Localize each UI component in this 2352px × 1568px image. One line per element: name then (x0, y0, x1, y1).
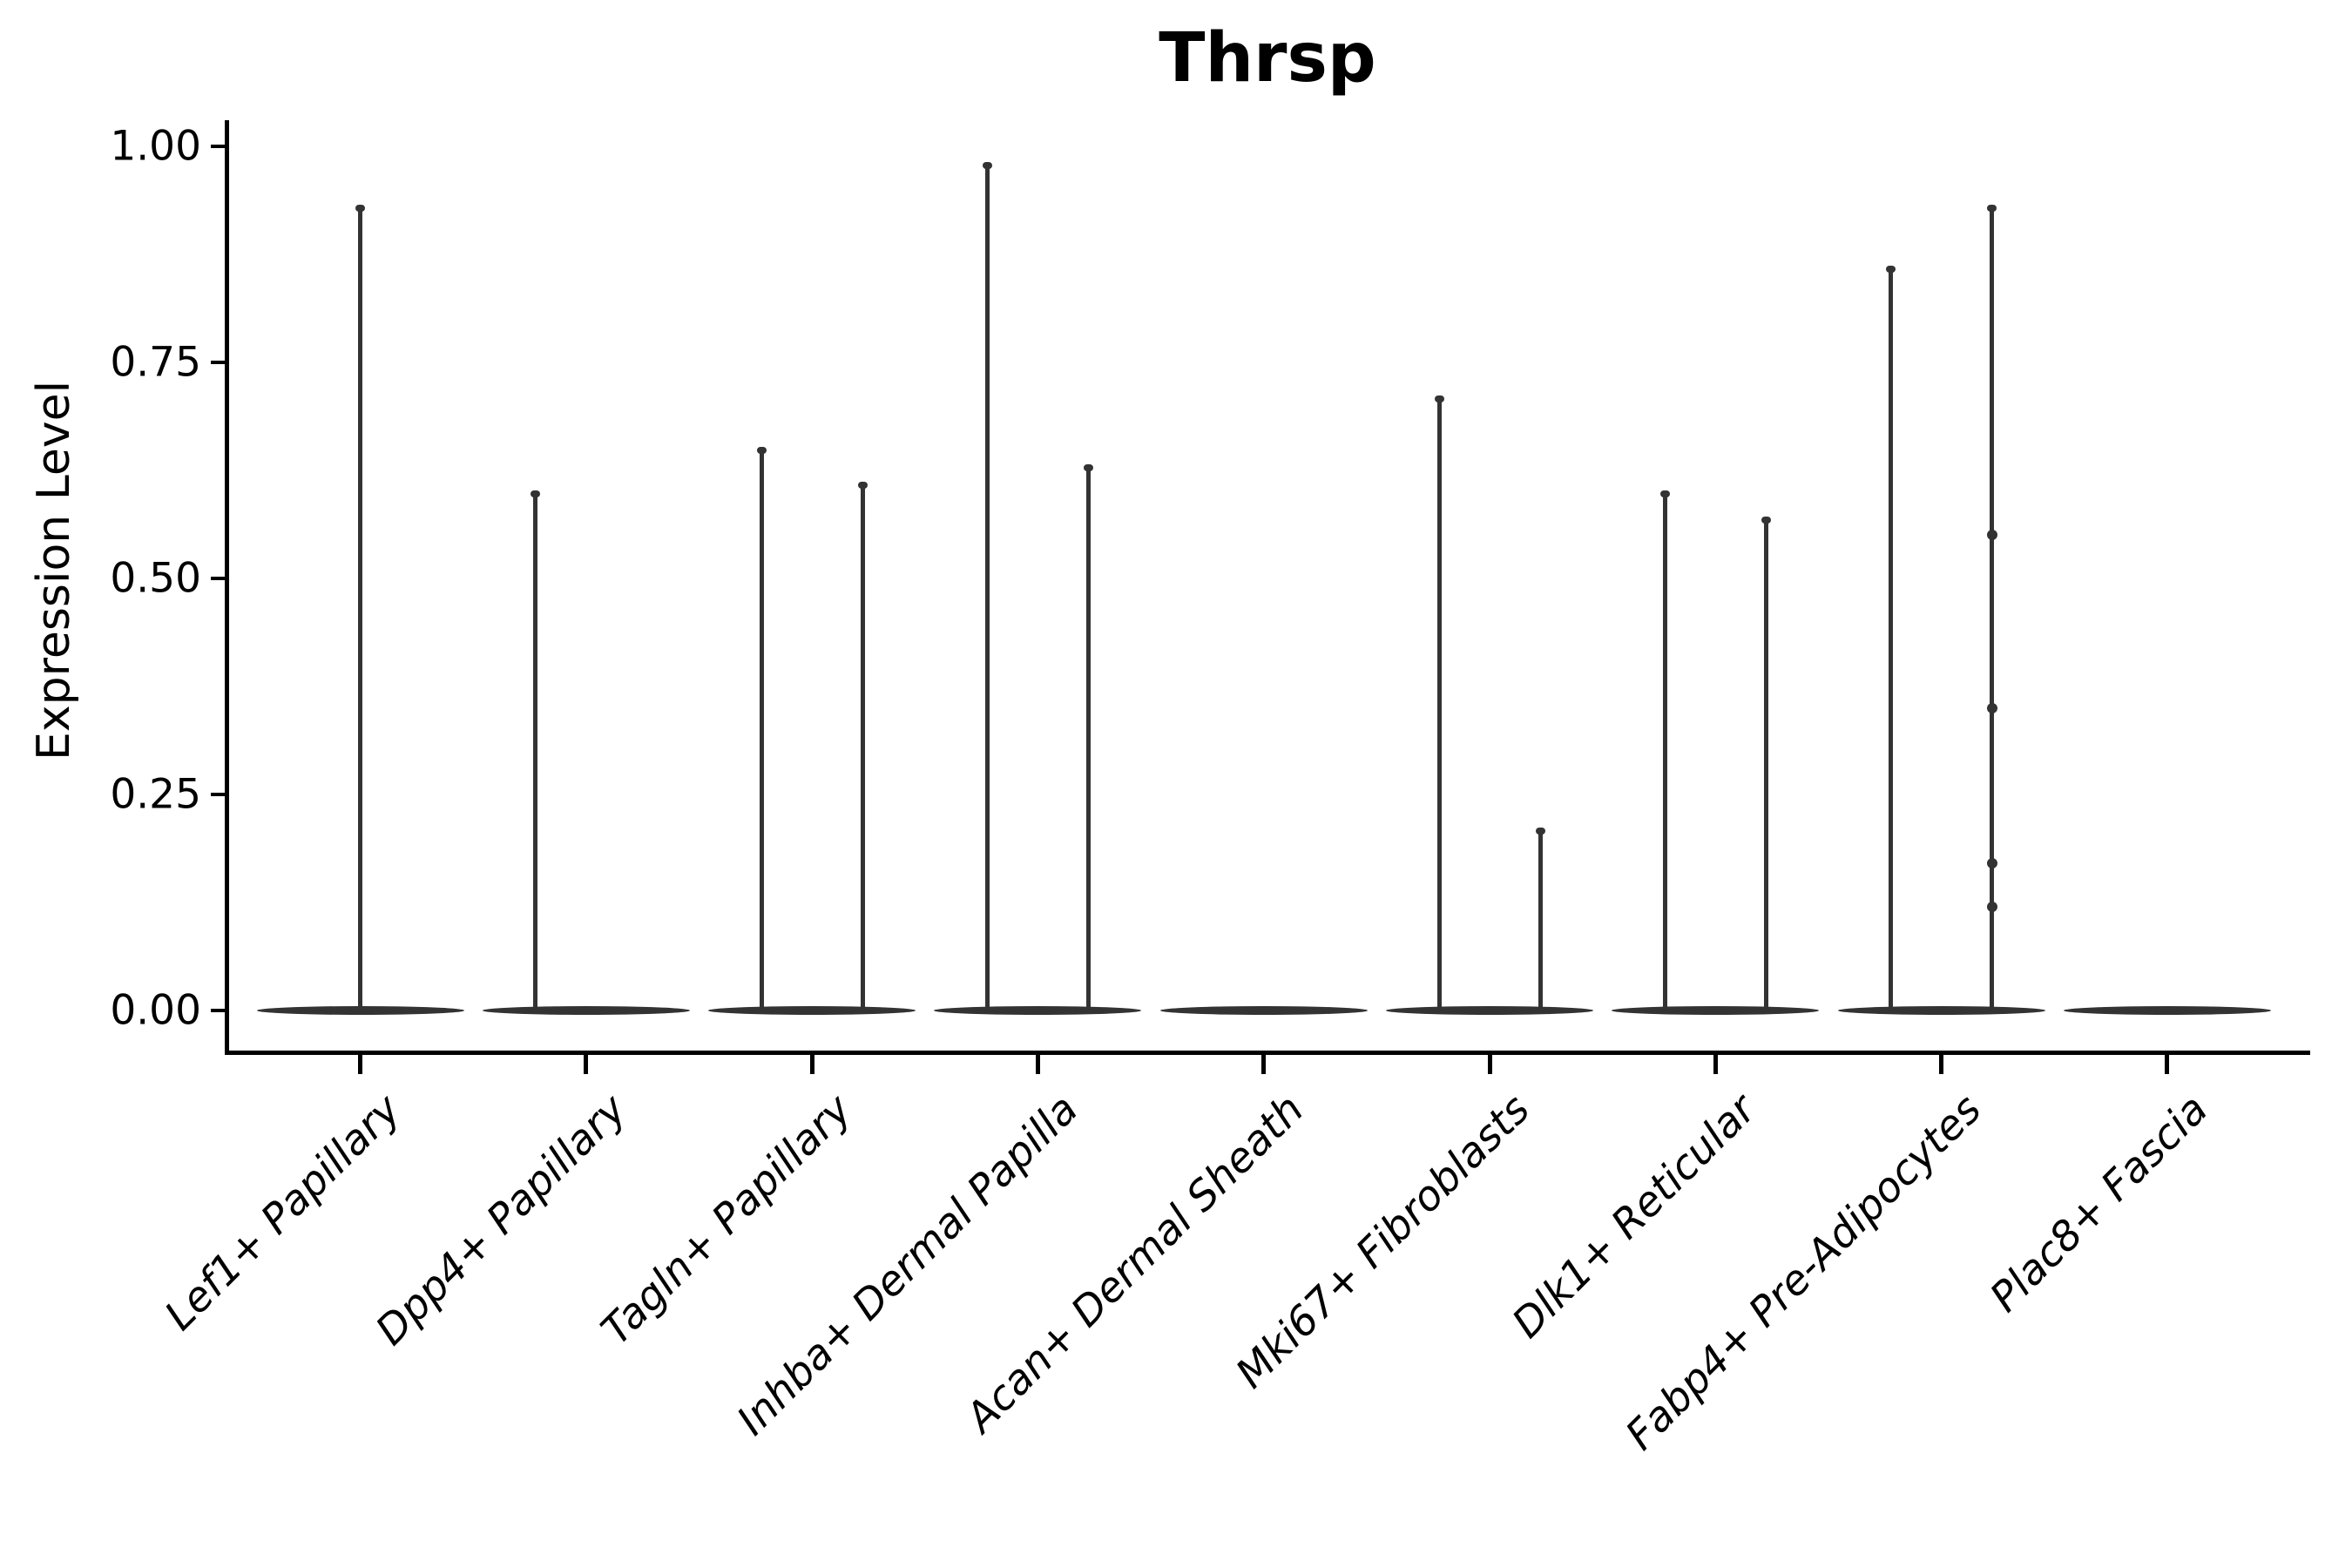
violin-spike (358, 206, 362, 1010)
y-tick-mark (211, 793, 226, 796)
violin-spike (1085, 466, 1091, 1010)
violin-density-knot (1986, 858, 1997, 869)
violin-spike (1538, 828, 1543, 1010)
y-tick-label: 0.50 (110, 554, 201, 603)
violin-base (1837, 1006, 2045, 1015)
x-tick-mark (1261, 1055, 1267, 1074)
y-axis-spine (225, 120, 229, 1055)
y-tick-label: 0.25 (110, 770, 201, 819)
violin-spike-tip (1083, 464, 1093, 472)
violin-spike-tip (857, 481, 868, 489)
plot-title: Thrsp (1159, 19, 1376, 98)
y-tick-mark (211, 145, 226, 148)
x-axis-spine (225, 1051, 2310, 1055)
x-tick-label: Dpp4+ Papillary (366, 1085, 636, 1355)
x-tick-mark (358, 1055, 362, 1074)
x-tick-label: Tagln+ Papillary (592, 1085, 862, 1355)
violin-density-knot (1986, 702, 1997, 713)
violin-density-knot (1986, 901, 1997, 912)
y-tick-label: 0.75 (110, 338, 201, 387)
x-tick-mark (1939, 1055, 1944, 1074)
violin-base (934, 1006, 1142, 1015)
x-tick-mark (584, 1055, 589, 1074)
violin-base (1386, 1006, 1593, 1015)
violin-spike (1889, 267, 1894, 1010)
violin-spike-tip (355, 205, 365, 213)
violin-spike-tip (1761, 516, 1771, 524)
y-tick-label: 0.00 (110, 986, 201, 1035)
x-tick-label: Plac8+ Fascia (1980, 1085, 2217, 1322)
violin-base (1612, 1006, 1820, 1015)
violin-base (1159, 1006, 1368, 1015)
violin-spike (1436, 396, 1442, 1010)
violin-spike (860, 483, 865, 1010)
violin-spike-tip (1535, 827, 1545, 835)
violin-spike-tip (531, 490, 541, 497)
y-axis-label: Expression Level (28, 380, 80, 761)
x-tick-mark (1487, 1055, 1492, 1074)
violin-spike-tip (982, 161, 992, 169)
y-tick-mark (211, 1009, 226, 1012)
violin-spike (1990, 206, 1995, 1010)
violin-spike (1662, 491, 1667, 1010)
violin-spike (984, 163, 990, 1010)
violin-spike (533, 491, 538, 1010)
violin-spike-tip (1886, 265, 1896, 273)
y-tick-mark (211, 361, 226, 364)
x-tick-label: Lef1+ Papillary (155, 1085, 410, 1341)
x-tick-mark (1713, 1055, 1718, 1074)
x-tick-mark (809, 1055, 814, 1074)
violin-spike-tip (756, 447, 767, 455)
violin-base (708, 1006, 916, 1015)
y-tick-mark (211, 577, 226, 580)
violin-spike-tip (1434, 395, 1444, 402)
violin-density-knot (1986, 530, 1997, 541)
violin-spike (759, 449, 764, 1010)
violin-base (482, 1006, 690, 1015)
violin-base (2063, 1006, 2271, 1015)
x-tick-label: Dlk1+ Reticular (1503, 1085, 1766, 1348)
violin-spike-tip (1659, 490, 1670, 497)
x-tick-mark (1035, 1055, 1040, 1074)
x-tick-mark (2165, 1055, 2170, 1074)
violin-spike (1763, 517, 1768, 1010)
y-tick-label: 1.00 (110, 122, 201, 171)
violin-spike-tip (1987, 205, 1997, 213)
x-tick-label: Fabp4+ Pre-Adipocytes (1617, 1085, 1991, 1460)
violin-base (256, 1006, 464, 1015)
